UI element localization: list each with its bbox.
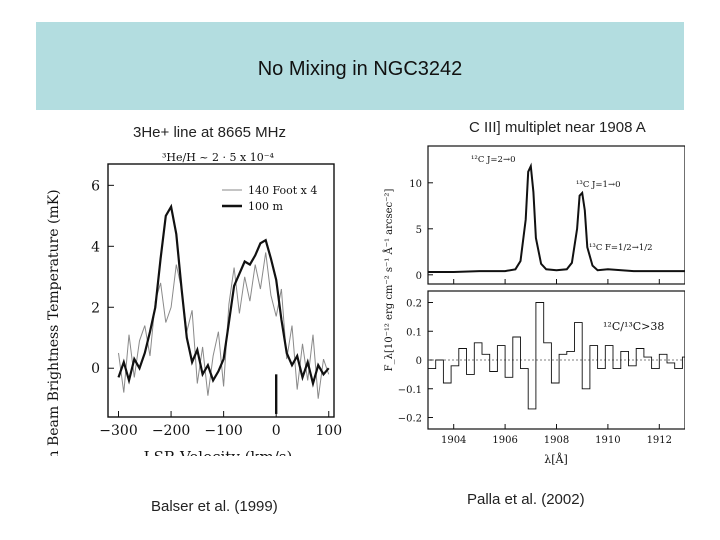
slide-title: No Mixing in NGC3242: [257, 58, 463, 80]
left-caption: 3He+ line at 8665 MHz: [133, 124, 287, 141]
left-legend: 140 Foot x 4 100 m: [222, 184, 317, 213]
residual-histogram: [428, 302, 685, 410]
series-line-100-m: [117, 203, 330, 388]
y-tick-label-2: 4: [91, 239, 100, 255]
left-xlabel: LSR Velocity (km/s): [144, 448, 293, 456]
annotation-12c-j20: ¹²C J=2→0: [471, 155, 516, 165]
annotation-13c-j10: ¹³C J=1→0: [576, 180, 621, 190]
p0-y-tick-label-2: 10: [409, 179, 422, 190]
x-tick-label-0: 1904: [441, 435, 466, 446]
x-tick-label-4: 100: [315, 423, 342, 439]
x-tick-label-3: 0: [272, 423, 281, 439]
y-tick-label-1: 2: [91, 300, 100, 316]
left-ylabel: Main Beam Brightness Temperature (mK): [46, 189, 62, 456]
annotation-13c-f: ¹³C F=1/2→1/2: [589, 243, 653, 253]
legend-label-100-m: 100 m: [248, 200, 283, 213]
right-ylabel: F_λ[10⁻¹² erg cm⁻² s⁻¹ Å⁻¹ arcsec⁻²]: [383, 189, 395, 372]
x-tick-label-4: 1912: [647, 435, 672, 446]
he3-spectrum-chart: Main Beam Brightness Temperature (mK) ³H…: [46, 151, 342, 456]
p1-y-tick-label-4: 0.2: [406, 299, 422, 310]
left-plot-frame: [107, 163, 335, 418]
series-line-140-foot: [118, 252, 330, 399]
y-tick-label-3: 6: [91, 178, 100, 194]
p1-y-tick-label-0: −0.2: [398, 414, 422, 425]
p1-y-tick-label-2: 0: [416, 356, 422, 367]
top-panel-frame: [427, 145, 685, 285]
p1-y-tick-label-3: 0.1: [406, 327, 422, 338]
legend-label-140-foot: 140 Foot x 4: [248, 184, 317, 197]
x-tick-label-2: −100: [204, 423, 242, 439]
right-xlabel: λ[Å]: [544, 452, 568, 466]
p0-y-tick-label-0: 0: [416, 271, 422, 282]
x-tick-label-1: 1906: [492, 435, 517, 446]
p1-y-tick-label-1: −0.1: [398, 385, 422, 396]
left-annotation: ³He/H ~ 2 · 5 x 10⁻⁴: [162, 151, 275, 164]
x-tick-label-1: −200: [152, 423, 190, 439]
y-tick-label-0: 0: [91, 361, 100, 377]
x-tick-label-3: 1910: [595, 435, 620, 446]
right-caption: C III] multiplet near 1908 A: [469, 119, 646, 136]
annotation-isotope-ratio: ¹²C/¹³C>38: [603, 320, 664, 333]
x-tick-label-0: −300: [99, 423, 137, 439]
left-citation: Balser et al. (1999): [151, 498, 278, 515]
spectrum-line: [428, 162, 685, 273]
c3-spectrum-chart: F_λ[10⁻¹² erg cm⁻² s⁻¹ Å⁻¹ arcsec⁻²] 0 5 1…: [383, 145, 685, 466]
p0-y-tick-label-1: 5: [416, 225, 422, 236]
right-citation: Palla et al. (2002): [467, 491, 585, 508]
x-tick-label-2: 1908: [544, 435, 569, 446]
title-banner: No Mixing in NGC3242: [36, 22, 684, 110]
